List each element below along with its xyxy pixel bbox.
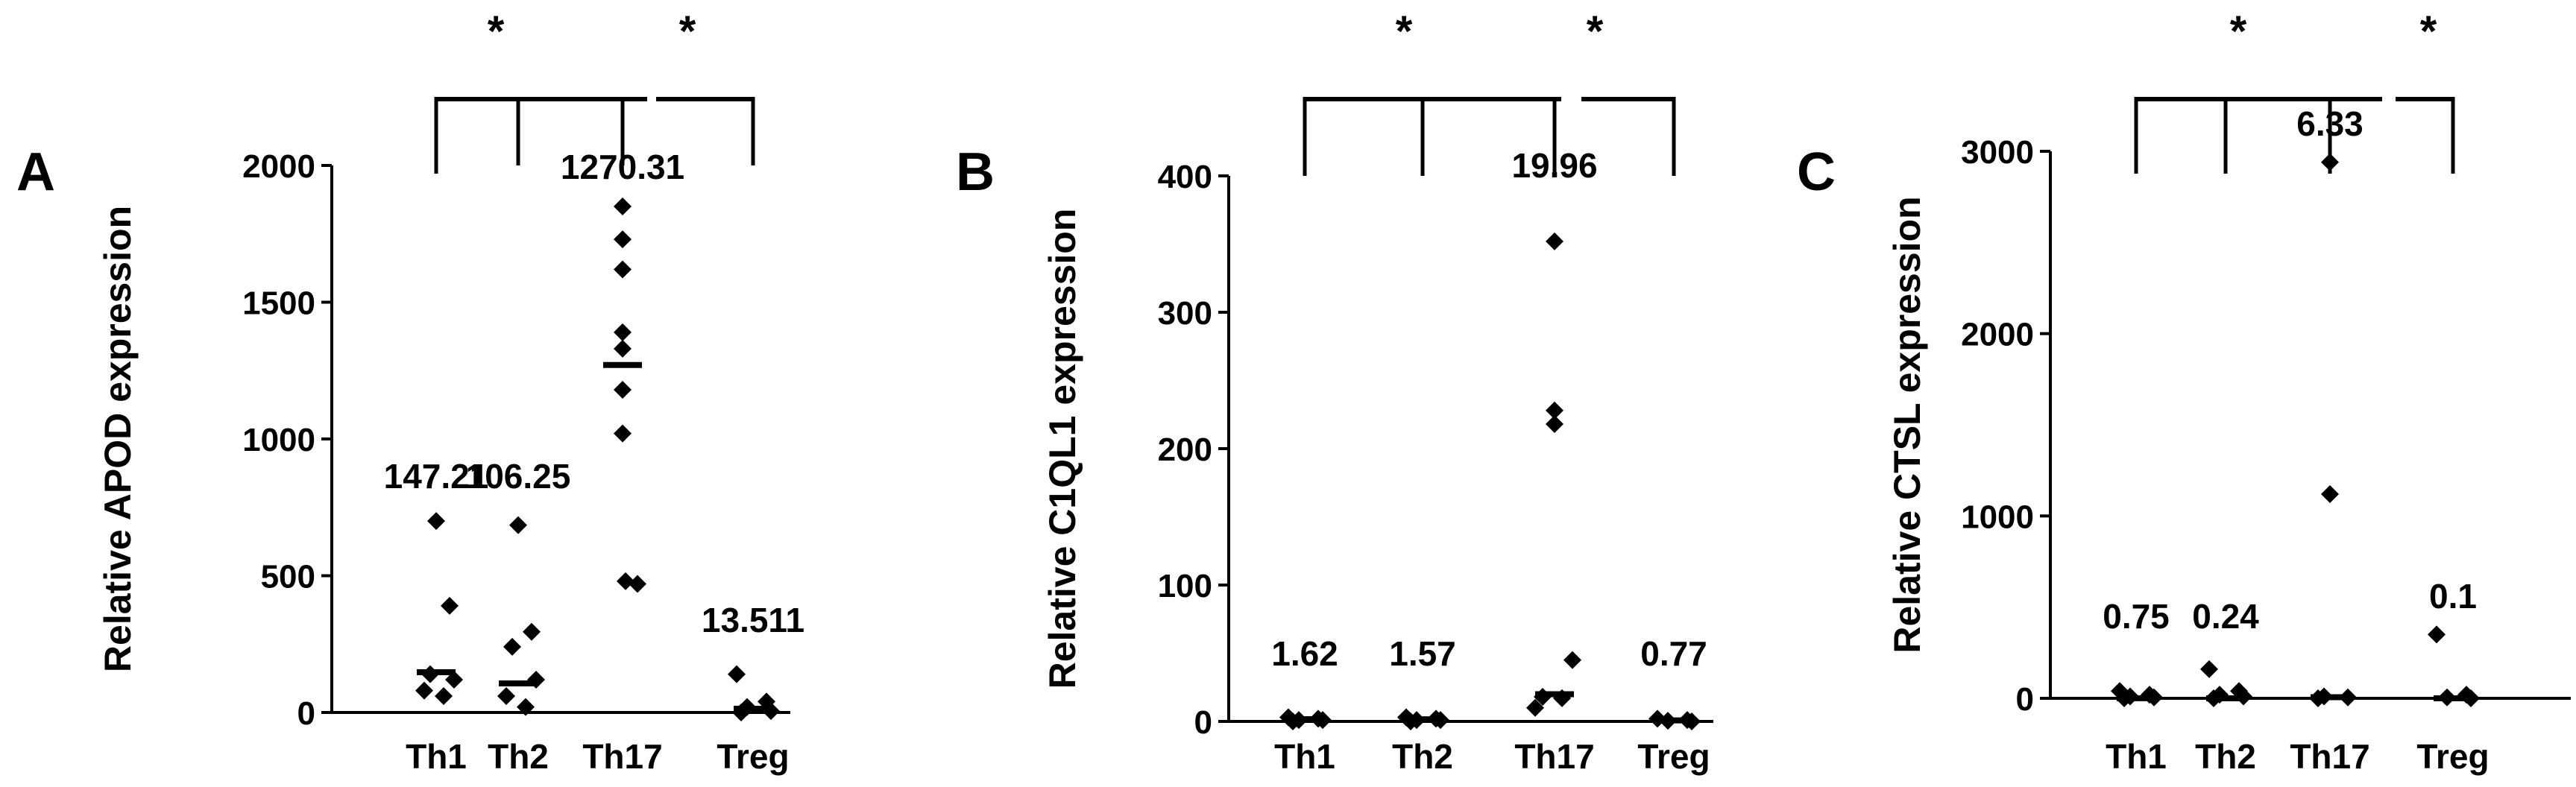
data-point: [441, 596, 459, 615]
y-tick-label: 200: [1158, 432, 1212, 468]
significance-star: *: [488, 7, 505, 56]
data-point: [614, 380, 632, 399]
y-tick-label: 2000: [242, 148, 315, 185]
data-point: [427, 512, 445, 531]
x-tick-label: Treg: [1637, 737, 1710, 776]
y-tick-label: 500: [261, 559, 315, 595]
y-axis-title: Relative C1QL1 expression: [1042, 209, 1083, 689]
median-label: 147.21: [384, 457, 489, 496]
x-tick-label: Th2: [1392, 737, 1453, 776]
data-point: [1563, 651, 1581, 669]
median-label: 13.511: [702, 601, 804, 639]
significance-star: *: [2230, 7, 2247, 56]
data-point: [2321, 484, 2339, 503]
data-point: [614, 260, 632, 279]
y-tick-label: 100: [1158, 568, 1212, 604]
y-tick-label: 300: [1158, 295, 1212, 332]
x-tick-label: Th2: [488, 737, 549, 776]
data-point: [497, 686, 515, 705]
data-point: [2200, 660, 2218, 678]
chart-panel-a: A Relative APOD expression 0 500 1000 1500 200…: [16, 7, 804, 776]
y-axis-title: Relative CTSL expression: [1886, 196, 1928, 653]
x-tick-label: Th1: [406, 737, 467, 776]
x-tick-label: Treg: [717, 737, 789, 776]
y-tick-label: 0: [2016, 681, 2034, 718]
y-tick-label: 0: [297, 695, 315, 732]
data-point: [415, 681, 433, 700]
panel-label: A: [16, 142, 55, 202]
chart-panel-b: B Relative C1QL1 expression 0 100 200 300 400 T…: [956, 7, 1713, 776]
y-tick-label: 1000: [242, 422, 315, 458]
significance-star: *: [1587, 7, 1604, 56]
data-point: [503, 637, 521, 656]
median-label: 1.62: [1271, 634, 1338, 673]
data-point: [629, 575, 646, 593]
y-tick-label: 400: [1158, 159, 1212, 195]
median-label: 0.24: [2192, 597, 2259, 636]
x-tick-label: Treg: [2416, 737, 2489, 776]
data-point: [523, 622, 541, 641]
y-tick-label: 1000: [1961, 499, 2034, 535]
x-tick-label: Th1: [2106, 737, 2167, 776]
panel-label: C: [1797, 142, 1836, 202]
data-point: [435, 686, 453, 705]
data-point: [614, 323, 632, 341]
chart-panel-c: C Relative CTSL expression 0 1000 2000 3000 Th…: [1797, 7, 2571, 776]
data-point: [2428, 625, 2446, 644]
median-label: 0.77: [1640, 634, 1707, 673]
y-tick-label: 3000: [1961, 134, 2034, 171]
data-point: [614, 424, 632, 443]
median-label: 1.57: [1389, 634, 1456, 673]
data-point: [614, 339, 632, 358]
x-tick-label: Th17: [1514, 737, 1594, 776]
data-point: [617, 572, 634, 590]
data-point: [1546, 401, 1563, 420]
x-tick-label: Th2: [2195, 737, 2256, 776]
data-point: [517, 698, 535, 716]
x-tick-label: Th17: [2290, 737, 2369, 776]
significance-star: *: [1396, 7, 1413, 56]
data-point: [1526, 698, 1544, 717]
data-point: [614, 230, 632, 249]
y-tick-label: 1500: [242, 285, 315, 322]
y-tick-label: 2000: [1961, 317, 2034, 353]
y-axis-title: Relative APOD expression: [97, 206, 139, 672]
panel-label: B: [956, 142, 995, 202]
median-label: 0.75: [2103, 597, 2170, 636]
data-point: [614, 197, 632, 216]
median-label: 0.1: [2429, 577, 2477, 616]
data-point: [1546, 232, 1563, 250]
x-tick-label: Th1: [1274, 737, 1335, 776]
data-point: [1546, 415, 1563, 434]
y-tick-label: 0: [1194, 704, 1212, 741]
data-point: [728, 665, 746, 683]
significance-star: *: [679, 7, 696, 56]
significance-star: *: [2420, 7, 2437, 56]
data-point: [509, 516, 527, 534]
median-label: 106.25: [466, 457, 571, 496]
x-tick-label: Th17: [582, 737, 662, 776]
